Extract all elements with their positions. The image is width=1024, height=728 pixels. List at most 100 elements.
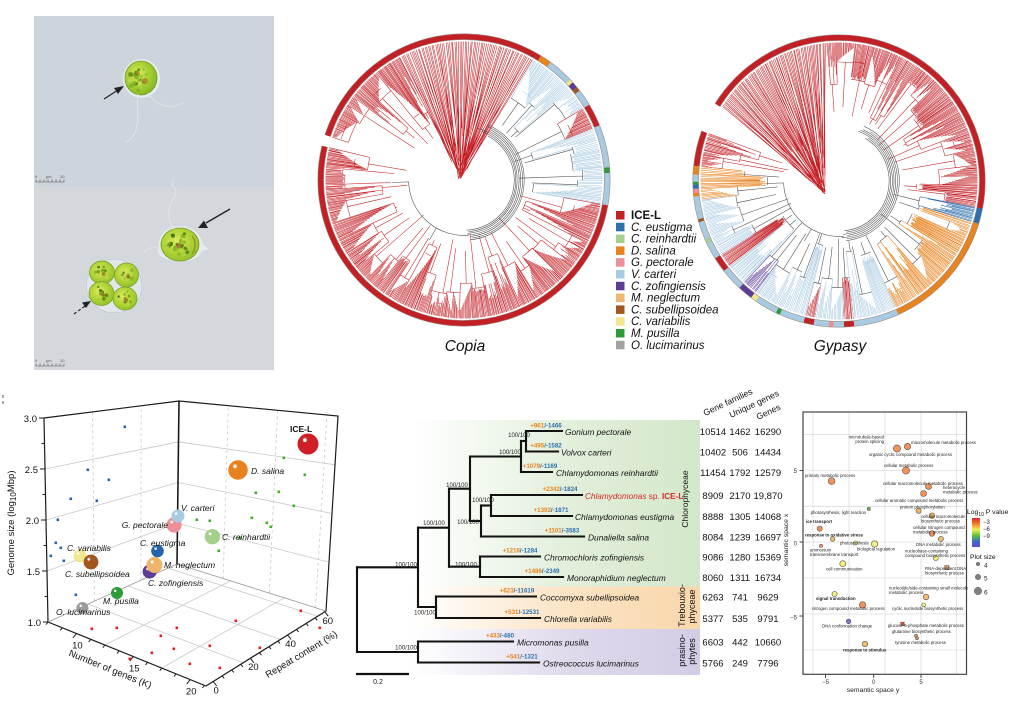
svg-text:100/100: 100/100 <box>499 450 521 456</box>
svg-text:506: 506 <box>732 448 748 459</box>
svg-text:+623/-11619: +623/-11619 <box>500 588 535 595</box>
svg-text:Coccomyxa subellipsoidea: Coccomyxa subellipsoidea <box>540 593 639 603</box>
svg-text:Number of genes (K): Number of genes (K) <box>67 648 153 691</box>
svg-text:40: 40 <box>285 639 296 650</box>
svg-text:442: 442 <box>732 638 748 649</box>
svg-text:8909: 8909 <box>702 491 723 502</box>
svg-text:−3: −3 <box>983 520 991 526</box>
svg-text:cellular macromolecule metabol: cellular macromolecule metabolic process <box>883 481 963 486</box>
svg-text:12579: 12579 <box>755 468 781 479</box>
svg-text:response to oxidative stress: response to oxidative stress <box>805 533 864 538</box>
svg-text:1280: 1280 <box>729 553 750 564</box>
svg-text:metabolic process: metabolic process <box>913 530 948 535</box>
svg-text:RNA-dependent DNA: RNA-dependent DNA <box>925 566 966 571</box>
svg-text:photosynthesis, light reaction: photosynthesis, light reaction <box>811 510 867 515</box>
svg-text:biological regulation: biological regulation <box>857 547 896 552</box>
svg-text:15: 15 <box>129 664 140 675</box>
svg-text:0: 0 <box>872 680 876 686</box>
svg-text:V. carteri: V. carteri <box>181 503 215 513</box>
svg-text:9086: 9086 <box>702 553 723 564</box>
svg-text:response to stimulus: response to stimulus <box>843 648 887 653</box>
svg-text:G. pectorale: G. pectorale <box>122 520 169 530</box>
svg-text:primary metabolic process: primary metabolic process <box>805 473 855 478</box>
svg-text:2170: 2170 <box>729 491 750 502</box>
svg-text:100/100: 100/100 <box>446 483 468 489</box>
svg-text:metabolic process: metabolic process <box>943 490 978 495</box>
svg-text:µm: µm <box>46 174 52 179</box>
svg-text:−5: −5 <box>790 616 798 622</box>
svg-text:2.5: 2.5 <box>25 465 38 476</box>
svg-text:M. neglectum: M. neglectum <box>631 293 700 305</box>
svg-text:µm: µm <box>46 358 52 363</box>
svg-text:11454: 11454 <box>700 468 726 479</box>
svg-text:0: 0 <box>35 174 38 179</box>
svg-text:−6: −6 <box>983 527 991 533</box>
svg-text:0: 0 <box>214 686 219 697</box>
svg-text:249: 249 <box>732 659 748 670</box>
svg-text:0: 0 <box>794 542 798 548</box>
svg-text:C. subellipsoidea: C. subellipsoidea <box>65 569 130 579</box>
svg-text:ICE-L: ICE-L <box>631 210 661 222</box>
svg-text:15369: 15369 <box>755 553 781 564</box>
svg-text:100/100: 100/100 <box>423 521 445 527</box>
svg-text:8084: 8084 <box>702 533 723 544</box>
svg-text:heterocycle: heterocycle <box>943 485 966 490</box>
svg-text:5766: 5766 <box>702 659 723 670</box>
svg-text:4: 4 <box>984 563 988 570</box>
svg-text:10: 10 <box>60 358 65 363</box>
svg-text:+541/-1321: +541/-1321 <box>506 654 538 661</box>
svg-text:M. pusilla: M. pusilla <box>631 328 680 340</box>
svg-text:nucleobase-containing: nucleobase-containing <box>905 549 949 554</box>
svg-text:cellular aromatic compound met: cellular aromatic compound metabolic pro… <box>875 498 963 503</box>
svg-text:biosynthetic process: biosynthetic process <box>921 519 960 524</box>
svg-text:+531/-12531: +531/-12531 <box>505 609 540 616</box>
svg-text:prasino-: prasino- <box>677 634 687 667</box>
svg-text:C. eustigma: C. eustigma <box>631 222 692 234</box>
svg-text:1311: 1311 <box>730 573 750 584</box>
svg-text:Log10 P value: Log10 P value <box>967 509 1009 518</box>
svg-text:5: 5 <box>794 469 798 475</box>
svg-text:semantic space x: semantic space x <box>783 513 790 566</box>
svg-text:Micromonas pusilla: Micromonas pusilla <box>517 638 589 648</box>
svg-text:741: 741 <box>732 593 748 604</box>
svg-text:nucleotide/side-containing sma: nucleotide/side-containing small molecul… <box>889 586 969 591</box>
svg-text:tyrosine metabolic process: tyrosine metabolic process <box>895 640 946 645</box>
svg-text:10: 10 <box>72 641 83 652</box>
svg-text:D. salina: D. salina <box>631 245 676 257</box>
svg-text:100/100: 100/100 <box>472 498 494 504</box>
svg-text:535: 535 <box>732 614 748 625</box>
svg-text:DNA metabolic process: DNA metabolic process <box>916 542 961 547</box>
svg-text:Ostreococcus lucimarinus: Ostreococcus lucimarinus <box>543 659 640 669</box>
svg-text:phyceae: phyceae <box>687 589 697 623</box>
svg-text:+2342/-1824: +2342/-1824 <box>543 486 578 493</box>
svg-text:Plot size: Plot size <box>970 554 996 561</box>
svg-text:−9: −9 <box>983 534 991 540</box>
svg-text:M. pusilla: M. pusilla <box>103 596 139 606</box>
svg-text:glutamine biosynthetic process: glutamine biosynthetic process <box>892 629 951 634</box>
svg-text:7796: 7796 <box>757 659 778 670</box>
svg-text:Volvox carteri: Volvox carteri <box>561 448 613 458</box>
svg-text:cellular macromolecule: cellular macromolecule <box>921 514 966 519</box>
svg-text:semantic space y: semantic space y <box>847 687 900 694</box>
svg-text:Repeat content (%): Repeat content (%) <box>264 629 340 681</box>
svg-text:+1079/-1169: +1079/-1169 <box>523 463 558 470</box>
svg-text:D. salina: D. salina <box>251 466 284 476</box>
svg-text:14068: 14068 <box>755 512 781 523</box>
svg-text:16697: 16697 <box>755 533 781 544</box>
svg-text:signal transduction: signal transduction <box>816 596 856 601</box>
svg-text:C. subellipsoidea: C. subellipsoidea <box>631 304 719 316</box>
svg-text:6: 6 <box>984 590 988 597</box>
svg-text:0.2: 0.2 <box>373 679 383 686</box>
svg-text:19,870: 19,870 <box>753 491 782 502</box>
svg-text:cellular nitrogen compound: cellular nitrogen compound <box>913 525 965 530</box>
svg-text:60: 60 <box>323 616 334 627</box>
svg-text:protein splicing: protein splicing <box>855 439 884 444</box>
svg-text:1.0: 1.0 <box>28 618 41 629</box>
svg-text:5: 5 <box>984 576 988 583</box>
svg-text:Chlorophyceae: Chlorophyceae <box>680 470 690 527</box>
svg-text:100/100: 100/100 <box>508 433 530 439</box>
svg-text:Monoraphidium neglectum: Monoraphidium neglectum <box>567 573 666 583</box>
svg-text:14434: 14434 <box>755 448 781 459</box>
svg-text:ICE-L: ICE-L <box>290 424 312 434</box>
svg-text:cell communication: cell communication <box>826 567 863 572</box>
